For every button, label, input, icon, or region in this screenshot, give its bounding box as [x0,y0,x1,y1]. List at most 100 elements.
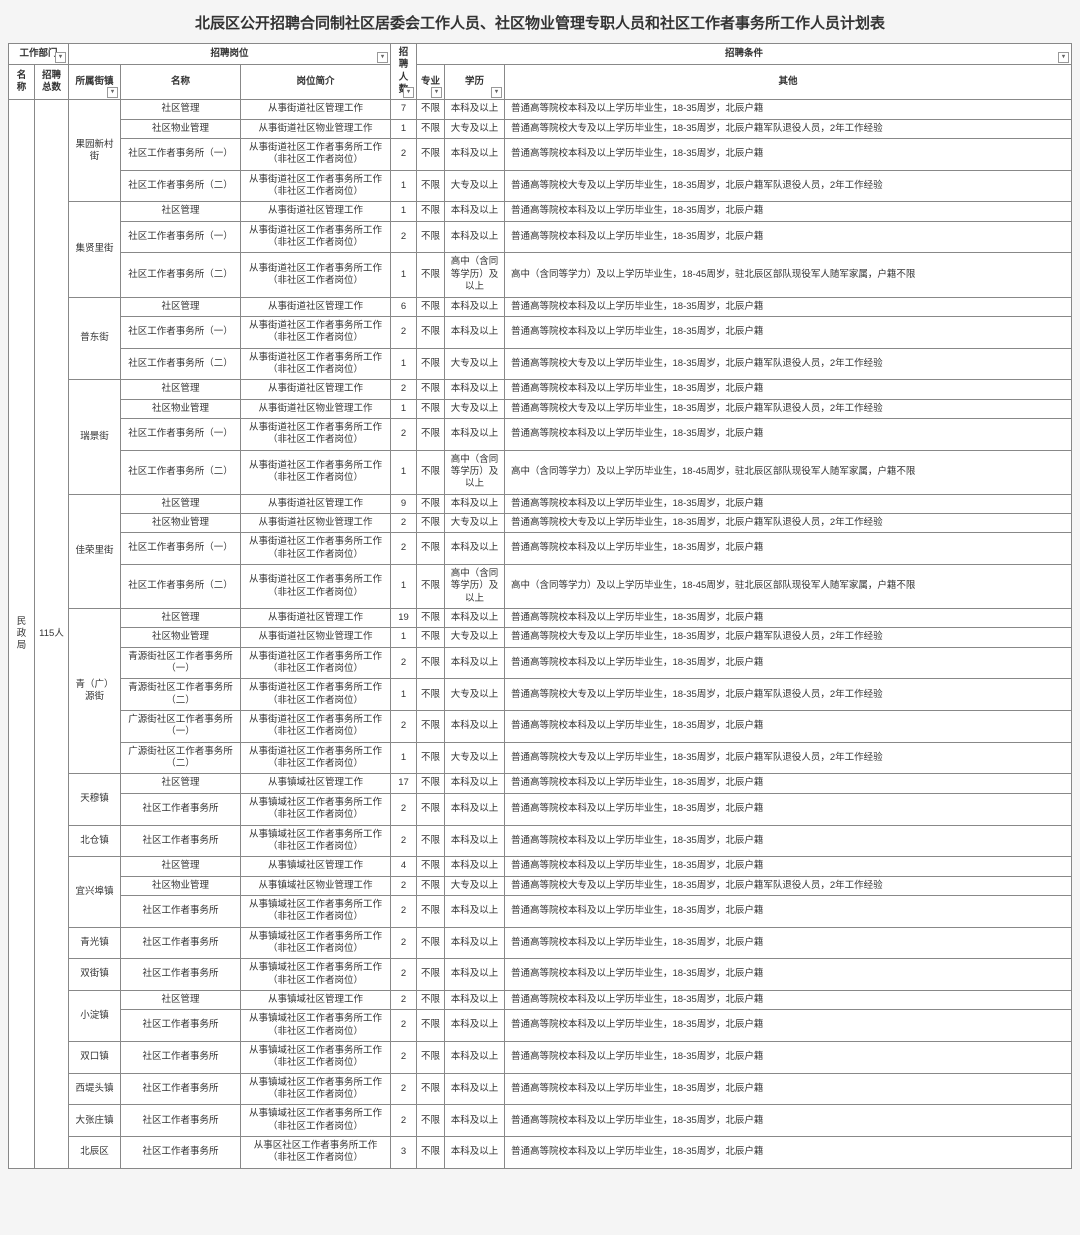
cell-num: 2 [391,139,417,171]
cell-edu: 本科及以上 [445,647,505,679]
hdr-req: 招聘条件 [725,48,763,59]
cell-other: 普通高等院校本科及以上学历毕业生，18-35周岁，北辰户籍 [505,895,1072,927]
cell-desc: 从事街道社区物业管理工作 [241,399,391,418]
cell-position: 社区工作者事务所（二） [121,253,241,297]
cell-other: 普通高等院校大专及以上学历毕业生，18-35周岁，北辰户籍军队退役人员，2年工作… [505,628,1072,647]
cell-desc: 从事街道社区工作者事务所工作（非社区工作者岗位） [241,450,391,494]
cell-edu: 本科及以上 [445,825,505,857]
cell-other: 普通高等院校本科及以上学历毕业生，18-35周岁，北辰户籍 [505,1105,1072,1137]
filter-icon[interactable]: ▾ [403,87,414,98]
cell-edu: 本科及以上 [445,609,505,628]
cell-major: 不限 [417,1105,445,1137]
cell-major: 不限 [417,348,445,380]
cell-edu: 本科及以上 [445,990,505,1009]
cell-desc: 从事镇域社区工作者事务所工作（非社区工作者岗位） [241,825,391,857]
table-row: 佳荣里街社区管理从事街道社区管理工作9不限本科及以上普通高等院校本科及以上学历毕… [9,494,1072,513]
filter-icon[interactable]: ▾ [377,52,388,63]
cell-position: 青源街社区工作者事务所（一） [121,647,241,679]
filter-icon[interactable]: ▾ [55,52,66,63]
table-row: 广源街社区工作者事务所（一）从事街道社区工作者事务所工作（非社区工作者岗位）2不… [9,711,1072,743]
cell-major: 不限 [417,316,445,348]
cell-desc: 从事街道社区工作者事务所工作（非社区工作者岗位） [241,221,391,253]
cell-street: 宜兴埠镇 [69,857,121,927]
cell-edu: 大专及以上 [445,679,505,711]
cell-position: 社区物业管理 [121,513,241,532]
cell-edu: 本科及以上 [445,533,505,565]
cell-desc: 从事镇域社区工作者事务所工作（非社区工作者岗位） [241,1073,391,1105]
cell-edu: 高中（含同等学历）及以上 [445,450,505,494]
cell-num: 2 [391,1041,417,1073]
cell-major: 不限 [417,711,445,743]
table-row: 社区工作者事务所从事镇域社区工作者事务所工作（非社区工作者岗位）2不限本科及以上… [9,793,1072,825]
cell-dept: 民政局 [9,100,35,1168]
cell-position: 社区管理 [121,494,241,513]
cell-other: 普通高等院校本科及以上学历毕业生，18-35周岁，北辰户籍 [505,418,1072,450]
cell-other: 普通高等院校本科及以上学历毕业生，18-35周岁，北辰户籍 [505,100,1072,119]
cell-edu: 大专及以上 [445,348,505,380]
cell-position: 社区工作者事务所（一） [121,418,241,450]
cell-total: 115人 [35,100,69,1168]
table-row: 广源街社区工作者事务所（二）从事街道社区工作者事务所工作（非社区工作者岗位）1不… [9,742,1072,774]
table-row: 社区工作者事务所（二）从事街道社区工作者事务所工作（非社区工作者岗位）1不限大专… [9,170,1072,202]
table-row: 北仓镇社区工作者事务所从事镇域社区工作者事务所工作（非社区工作者岗位）2不限本科… [9,825,1072,857]
table-body: 民政局115人果园新村街社区管理从事街道社区管理工作7不限本科及以上普通高等院校… [9,100,1072,1168]
table-row: 双街镇社区工作者事务所从事镇域社区工作者事务所工作（非社区工作者岗位）2不限本科… [9,959,1072,991]
cell-major: 不限 [417,628,445,647]
filter-icon[interactable]: ▾ [107,87,118,98]
cell-other: 普通高等院校本科及以上学历毕业生，18-35周岁，北辰户籍 [505,139,1072,171]
cell-desc: 从事街道社区管理工作 [241,380,391,399]
cell-num: 1 [391,450,417,494]
cell-major: 不限 [417,565,445,609]
cell-street: 北辰区 [69,1137,121,1169]
cell-desc: 从事街道社区工作者事务所工作（非社区工作者岗位） [241,742,391,774]
cell-position: 社区物业管理 [121,399,241,418]
cell-position: 社区工作者事务所（二） [121,450,241,494]
cell-edu: 大专及以上 [445,170,505,202]
cell-position: 社区管理 [121,100,241,119]
cell-desc: 从事镇域社区物业管理工作 [241,876,391,895]
cell-street: 佳荣里街 [69,494,121,608]
cell-major: 不限 [417,1137,445,1169]
cell-edu: 本科及以上 [445,1010,505,1042]
cell-major: 不限 [417,450,445,494]
cell-num: 2 [391,418,417,450]
cell-other: 普通高等院校本科及以上学历毕业生，18-35周岁，北辰户籍 [505,647,1072,679]
filter-icon[interactable]: ▾ [1058,52,1069,63]
cell-other: 普通高等院校大专及以上学历毕业生，18-35周岁，北辰户籍军队退役人员，2年工作… [505,742,1072,774]
cell-street: 双口镇 [69,1041,121,1073]
cell-major: 不限 [417,533,445,565]
cell-desc: 从事街道社区管理工作 [241,494,391,513]
cell-major: 不限 [417,1041,445,1073]
cell-desc: 从事街道社区工作者事务所工作（非社区工作者岗位） [241,711,391,743]
cell-major: 不限 [417,297,445,316]
table-row: 社区物业管理从事街道社区物业管理工作2不限大专及以上普通高等院校大专及以上学历毕… [9,513,1072,532]
cell-other: 普通高等院校本科及以上学历毕业生，18-35周岁，北辰户籍 [505,1010,1072,1042]
table-row: 社区物业管理从事街道社区物业管理工作1不限大专及以上普通高等院校大专及以上学历毕… [9,399,1072,418]
filter-icon[interactable]: ▾ [431,87,442,98]
cell-edu: 本科及以上 [445,711,505,743]
cell-other: 普通高等院校本科及以上学历毕业生，18-35周岁，北辰户籍 [505,316,1072,348]
cell-edu: 本科及以上 [445,139,505,171]
cell-other: 普通高等院校本科及以上学历毕业生，18-35周岁，北辰户籍 [505,221,1072,253]
cell-position: 社区管理 [121,609,241,628]
cell-desc: 从事街道社区物业管理工作 [241,628,391,647]
cell-position: 社区工作者事务所（一） [121,316,241,348]
cell-position: 社区工作者事务所 [121,927,241,959]
cell-other: 普通高等院校本科及以上学历毕业生，18-35周岁，北辰户籍 [505,533,1072,565]
cell-other: 普通高等院校本科及以上学历毕业生，18-35周岁，北辰户籍 [505,959,1072,991]
hdr-position: 招聘岗位 [211,48,249,59]
cell-other: 普通高等院校本科及以上学历毕业生，18-35周岁，北辰户籍 [505,927,1072,959]
cell-major: 不限 [417,1073,445,1105]
cell-edu: 本科及以上 [445,895,505,927]
cell-num: 2 [391,513,417,532]
cell-position: 社区工作者事务所（一） [121,139,241,171]
cell-edu: 本科及以上 [445,793,505,825]
cell-num: 1 [391,679,417,711]
cell-major: 不限 [417,679,445,711]
filter-icon[interactable]: ▾ [491,87,502,98]
cell-major: 不限 [417,647,445,679]
cell-other: 普通高等院校本科及以上学历毕业生，18-35周岁，北辰户籍 [505,380,1072,399]
cell-position: 社区工作者事务所 [121,793,241,825]
cell-street: 集贤里街 [69,202,121,297]
table-row: 社区工作者事务所（二）从事街道社区工作者事务所工作（非社区工作者岗位）1不限大专… [9,348,1072,380]
